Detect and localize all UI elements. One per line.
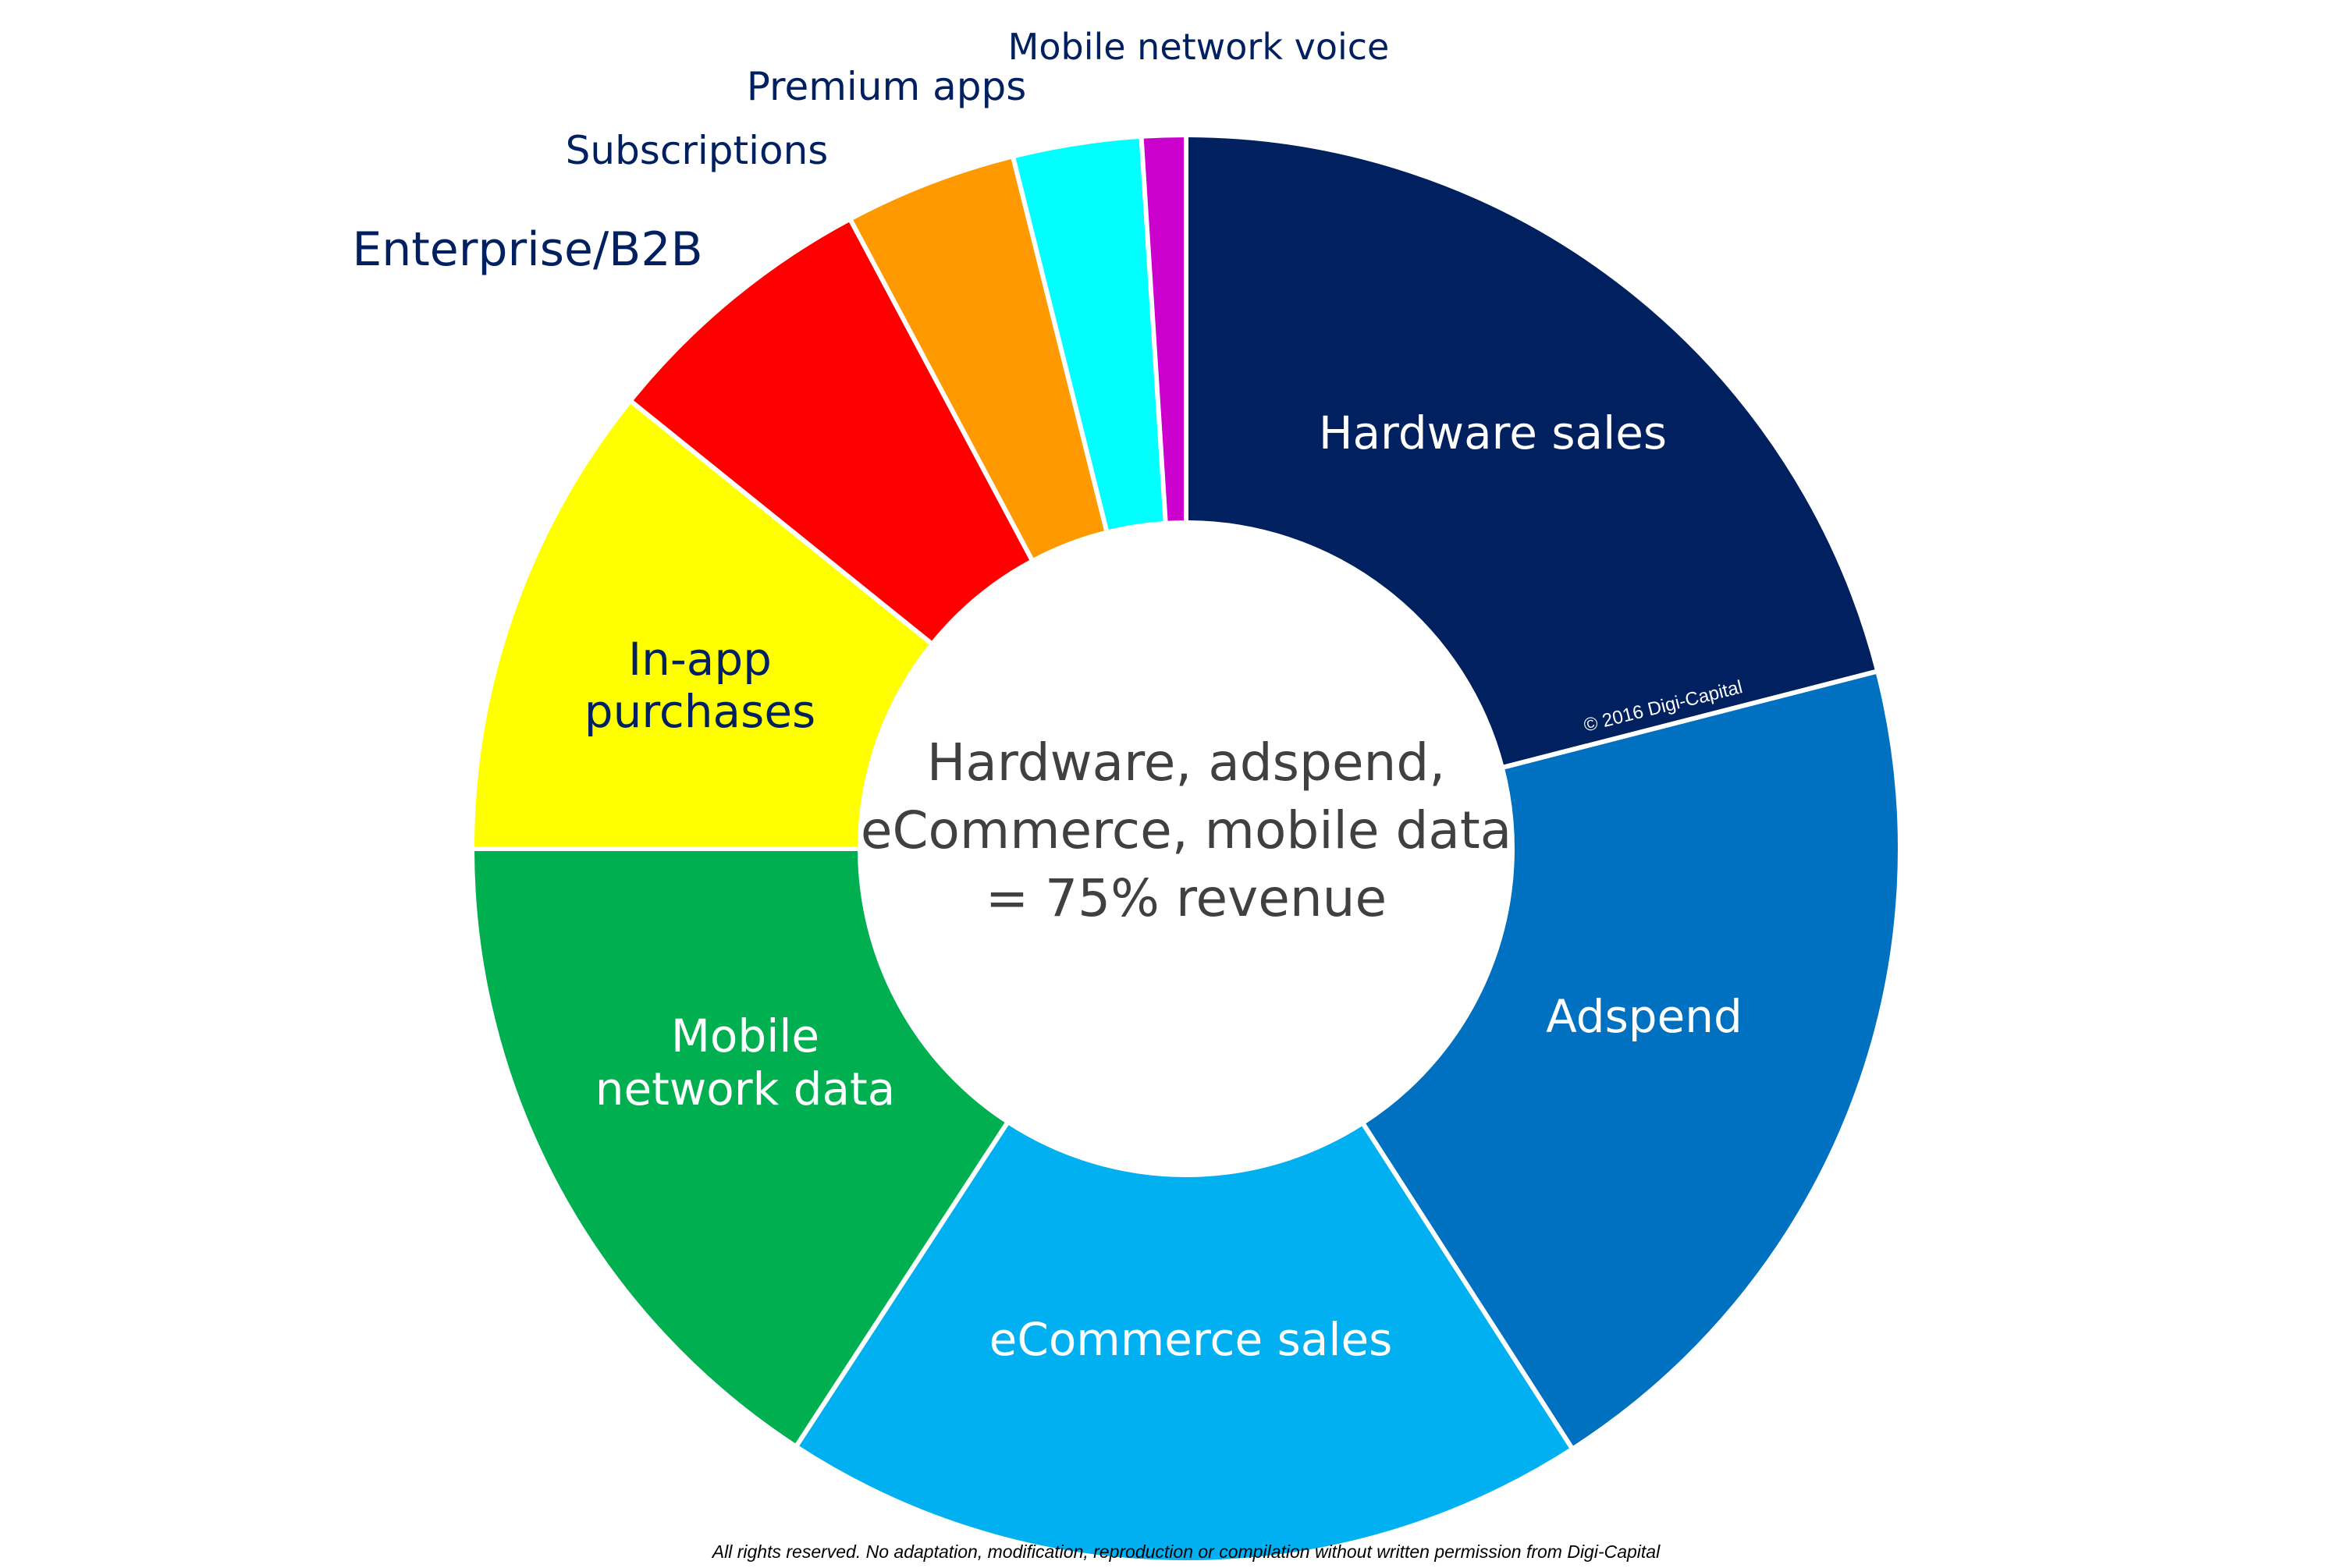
center-text-line-1: Hardware, adspend, (927, 733, 1446, 793)
slice-mobile-network-data (469, 846, 1011, 1450)
slice-adspend (1359, 668, 1902, 1453)
slice-in-app-purchases (469, 397, 936, 851)
label-hardware-sales: Hardware sales (1319, 406, 1667, 459)
label-enterprise-b2b: Enterprise/B2B (352, 222, 702, 277)
label-ecommerce-sales: eCommerce sales (989, 1313, 1393, 1366)
label-mobile-network-voice: Mobile network voice (1008, 26, 1390, 68)
slice-enterprise-b2b (627, 215, 1036, 647)
slice-mobile-network-voice (1139, 132, 1188, 527)
slice-hardware-sales (1184, 132, 1881, 771)
center-text-line-2: eCommerce, mobile data (861, 800, 1512, 860)
label-premium-apps: Premium apps (747, 64, 1027, 109)
label-subscriptions: Subscriptions (566, 128, 829, 173)
slices (469, 132, 1902, 1565)
center-text-line-3: = 75% revenue (986, 868, 1387, 928)
label-adspend: Adspend (1546, 990, 1742, 1043)
slice-ecommerce-sales (792, 1118, 1576, 1565)
label-mobile-network-data: Mobile network data (595, 1009, 896, 1116)
footer-rights-notice: All rights reserved. No adaptation, modi… (711, 1541, 1661, 1562)
label-in-app-purchases: In-app purchases (584, 633, 815, 738)
